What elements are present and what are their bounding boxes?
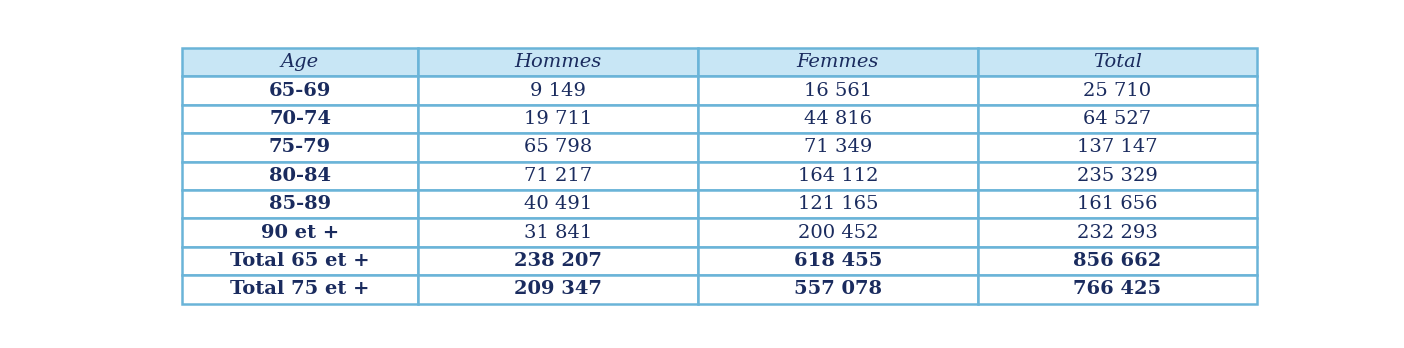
Text: 19 711: 19 711 [524,110,592,128]
Text: 200 452: 200 452 [797,223,878,242]
Bar [698,105,977,133]
Bar [698,48,977,76]
Bar [698,133,977,161]
Text: 25 710: 25 710 [1084,81,1151,100]
Text: 161 656: 161 656 [1077,195,1158,213]
Bar [698,161,977,190]
Text: Hommes: Hommes [515,53,602,71]
Text: 70-74: 70-74 [270,110,331,128]
Text: 766 425: 766 425 [1074,280,1161,298]
Text: 85-89: 85-89 [270,195,331,213]
Bar [977,48,1258,76]
Text: Total: Total [1094,53,1141,71]
Bar [698,275,977,303]
Text: 71 349: 71 349 [803,139,872,156]
Bar [977,76,1258,105]
Bar [977,105,1258,133]
Text: Total 65 et +: Total 65 et + [230,252,369,270]
Text: 9 149: 9 149 [531,81,587,100]
Bar [181,218,418,247]
Text: 40 491: 40 491 [524,195,592,213]
Text: 557 078: 557 078 [793,280,882,298]
Bar [698,76,977,105]
Bar [181,105,418,133]
Text: 209 347: 209 347 [514,280,602,298]
Text: 90 et +: 90 et + [261,223,340,242]
Text: 164 112: 164 112 [797,167,878,185]
Bar [181,247,418,275]
Bar [418,218,698,247]
Text: 856 662: 856 662 [1074,252,1161,270]
Bar [977,218,1258,247]
Bar [698,247,977,275]
Bar [181,275,418,303]
Bar [418,48,698,76]
Bar [977,247,1258,275]
Bar [418,76,698,105]
Bar [181,161,418,190]
Bar [698,190,977,218]
Text: 16 561: 16 561 [804,81,872,100]
Bar [977,161,1258,190]
Text: 44 816: 44 816 [804,110,872,128]
Bar [181,48,418,76]
Bar [418,105,698,133]
Bar [418,161,698,190]
Bar [977,275,1258,303]
Bar [977,133,1258,161]
Text: 238 207: 238 207 [514,252,602,270]
Text: 64 527: 64 527 [1084,110,1151,128]
Bar [181,190,418,218]
Text: 618 455: 618 455 [793,252,882,270]
Text: 80-84: 80-84 [270,167,331,185]
Text: 31 841: 31 841 [524,223,592,242]
Text: 235 329: 235 329 [1077,167,1158,185]
Text: 71 217: 71 217 [524,167,592,185]
Bar [418,133,698,161]
Bar [181,133,418,161]
Text: Femmes: Femmes [796,53,879,71]
Text: 75-79: 75-79 [270,139,331,156]
Bar [698,218,977,247]
Bar [181,76,418,105]
Bar [418,247,698,275]
Text: 65-69: 65-69 [268,81,331,100]
Bar [977,190,1258,218]
Text: 65 798: 65 798 [524,139,592,156]
Text: Total 75 et +: Total 75 et + [230,280,369,298]
Bar [418,190,698,218]
Text: 137 147: 137 147 [1077,139,1158,156]
Text: Age: Age [281,53,319,71]
Text: 232 293: 232 293 [1077,223,1158,242]
Bar [418,275,698,303]
Text: 121 165: 121 165 [797,195,878,213]
